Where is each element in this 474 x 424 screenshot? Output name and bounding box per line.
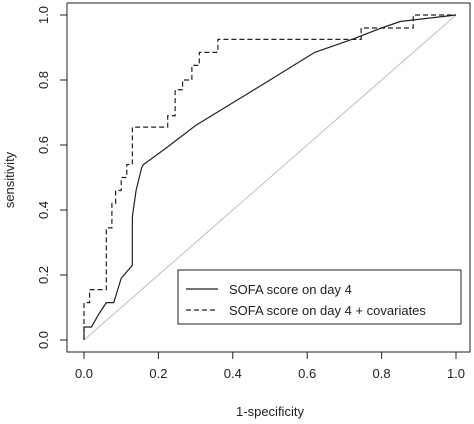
y-tick-label: 0.4	[36, 201, 51, 219]
x-tick-label: 0.2	[149, 366, 167, 381]
x-axis-ticks: 0.0 0.2 0.4 0.6 0.8 1.0	[75, 352, 465, 381]
y-axis-title: sensitivity	[2, 151, 17, 208]
y-tick-label: 0.0	[36, 331, 51, 349]
y-tick-label: 0.2	[36, 266, 51, 284]
series-line-1	[83, 14, 457, 340]
x-tick-label: 0.8	[373, 366, 391, 381]
x-tick-label: 1.0	[447, 366, 465, 381]
x-axis-title: 1-specificity	[236, 404, 304, 419]
y-tick-label: 0.6	[36, 136, 51, 154]
series-layer	[83, 14, 457, 340]
y-axis-ticks: 0.0 0.2 0.4 0.6 0.8 1.0	[36, 6, 67, 349]
legend: SOFA score on day 4 SOFA score on day 4 …	[177, 269, 462, 325]
x-tick-label: 0.6	[298, 366, 316, 381]
reference-line-layer	[83, 14, 457, 341]
x-tick-label: 0.4	[224, 366, 242, 381]
legend-label-series-2: SOFA score on day 4 + covariates	[229, 303, 426, 318]
plot-frame-layer	[66, 2, 471, 353]
series-line-2	[83, 14, 456, 340]
y-tick-label: 0.8	[36, 71, 51, 89]
legend-label-series-1: SOFA score on day 4	[229, 282, 352, 297]
plot-frame	[66, 2, 471, 353]
x-tick-label: 0.0	[75, 366, 93, 381]
reference-diagonal-line	[83, 14, 457, 341]
y-tick-label: 1.0	[36, 6, 51, 24]
legend-box	[177, 269, 462, 325]
